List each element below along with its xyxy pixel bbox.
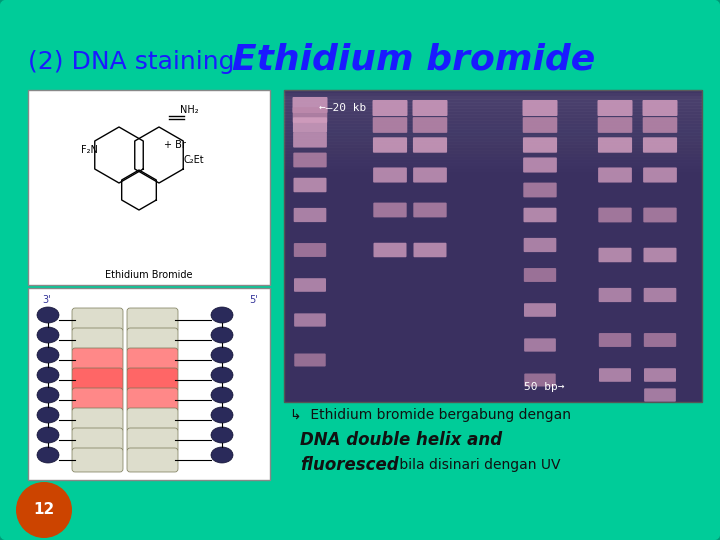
FancyBboxPatch shape [294, 278, 326, 292]
Text: ↳  Ethidium bromide bergabung dengan: ↳ Ethidium bromide bergabung dengan [290, 408, 571, 422]
FancyBboxPatch shape [524, 374, 556, 387]
Ellipse shape [37, 387, 59, 403]
FancyBboxPatch shape [523, 100, 557, 116]
FancyBboxPatch shape [599, 333, 631, 347]
FancyBboxPatch shape [643, 207, 677, 222]
FancyBboxPatch shape [372, 100, 408, 116]
FancyBboxPatch shape [598, 248, 631, 262]
FancyBboxPatch shape [292, 97, 328, 113]
Text: Ethidium Bromide: Ethidium Bromide [105, 270, 193, 280]
FancyBboxPatch shape [642, 100, 678, 116]
Circle shape [16, 482, 72, 538]
FancyBboxPatch shape [413, 117, 447, 133]
FancyBboxPatch shape [127, 388, 178, 412]
Ellipse shape [211, 427, 233, 443]
FancyBboxPatch shape [643, 137, 677, 153]
Ellipse shape [211, 307, 233, 323]
Text: F₂N: F₂N [81, 145, 97, 155]
Text: bila disinari dengan UV: bila disinari dengan UV [395, 458, 560, 472]
FancyBboxPatch shape [294, 243, 326, 257]
Ellipse shape [37, 347, 59, 363]
Text: + Br: + Br [164, 140, 186, 150]
FancyBboxPatch shape [599, 368, 631, 382]
FancyBboxPatch shape [284, 90, 702, 402]
FancyBboxPatch shape [523, 158, 557, 173]
Text: 12: 12 [33, 503, 55, 517]
FancyBboxPatch shape [127, 308, 178, 332]
FancyBboxPatch shape [523, 183, 557, 198]
FancyBboxPatch shape [598, 100, 632, 116]
FancyBboxPatch shape [72, 368, 123, 392]
FancyBboxPatch shape [127, 448, 178, 472]
FancyBboxPatch shape [413, 137, 447, 153]
FancyBboxPatch shape [294, 208, 326, 222]
FancyBboxPatch shape [644, 288, 676, 302]
FancyBboxPatch shape [72, 428, 123, 452]
Ellipse shape [37, 447, 59, 463]
FancyBboxPatch shape [413, 243, 446, 257]
FancyBboxPatch shape [127, 428, 178, 452]
Ellipse shape [211, 327, 233, 343]
FancyBboxPatch shape [28, 288, 270, 480]
FancyBboxPatch shape [72, 308, 123, 332]
FancyBboxPatch shape [72, 448, 123, 472]
Ellipse shape [211, 387, 233, 403]
FancyBboxPatch shape [523, 117, 557, 133]
FancyBboxPatch shape [127, 348, 178, 372]
FancyBboxPatch shape [374, 243, 407, 257]
FancyBboxPatch shape [598, 167, 632, 183]
FancyBboxPatch shape [643, 117, 678, 133]
FancyBboxPatch shape [598, 288, 631, 302]
FancyBboxPatch shape [72, 388, 123, 412]
FancyBboxPatch shape [598, 137, 632, 153]
FancyBboxPatch shape [127, 328, 178, 352]
FancyBboxPatch shape [72, 348, 123, 372]
FancyBboxPatch shape [598, 207, 631, 222]
Text: Ethidium bromide: Ethidium bromide [232, 43, 595, 77]
FancyBboxPatch shape [644, 333, 676, 347]
FancyBboxPatch shape [293, 153, 327, 167]
Ellipse shape [211, 447, 233, 463]
FancyBboxPatch shape [413, 167, 447, 183]
FancyBboxPatch shape [643, 167, 677, 183]
Ellipse shape [37, 307, 59, 323]
FancyBboxPatch shape [373, 167, 407, 183]
FancyBboxPatch shape [373, 202, 407, 218]
FancyBboxPatch shape [524, 268, 556, 282]
Text: 5': 5' [249, 295, 258, 305]
Ellipse shape [211, 367, 233, 383]
FancyBboxPatch shape [294, 313, 326, 327]
Text: 3': 3' [42, 295, 50, 305]
FancyBboxPatch shape [28, 90, 270, 285]
Text: NH₂: NH₂ [180, 105, 198, 115]
Ellipse shape [37, 407, 59, 423]
FancyBboxPatch shape [294, 178, 326, 192]
Ellipse shape [37, 367, 59, 383]
FancyBboxPatch shape [523, 137, 557, 153]
Ellipse shape [37, 327, 59, 343]
Text: DNA double helix and: DNA double helix and [300, 431, 502, 449]
Ellipse shape [211, 407, 233, 423]
FancyBboxPatch shape [524, 339, 556, 352]
Text: fluoresced: fluoresced [300, 456, 399, 474]
FancyBboxPatch shape [293, 107, 328, 123]
Text: 50 bp→: 50 bp→ [524, 382, 564, 392]
Text: ←—20 kb: ←—20 kb [319, 103, 366, 113]
FancyBboxPatch shape [72, 408, 123, 432]
FancyBboxPatch shape [413, 100, 448, 116]
Text: (2) DNA staining:: (2) DNA staining: [28, 50, 251, 74]
FancyBboxPatch shape [523, 238, 557, 252]
FancyBboxPatch shape [413, 202, 446, 218]
FancyBboxPatch shape [127, 408, 178, 432]
FancyBboxPatch shape [644, 368, 676, 382]
FancyBboxPatch shape [373, 137, 407, 153]
FancyBboxPatch shape [644, 248, 677, 262]
Ellipse shape [37, 427, 59, 443]
FancyBboxPatch shape [294, 354, 325, 367]
Ellipse shape [211, 347, 233, 363]
FancyBboxPatch shape [293, 117, 327, 133]
FancyBboxPatch shape [127, 368, 178, 392]
FancyBboxPatch shape [72, 328, 123, 352]
FancyBboxPatch shape [598, 117, 632, 133]
